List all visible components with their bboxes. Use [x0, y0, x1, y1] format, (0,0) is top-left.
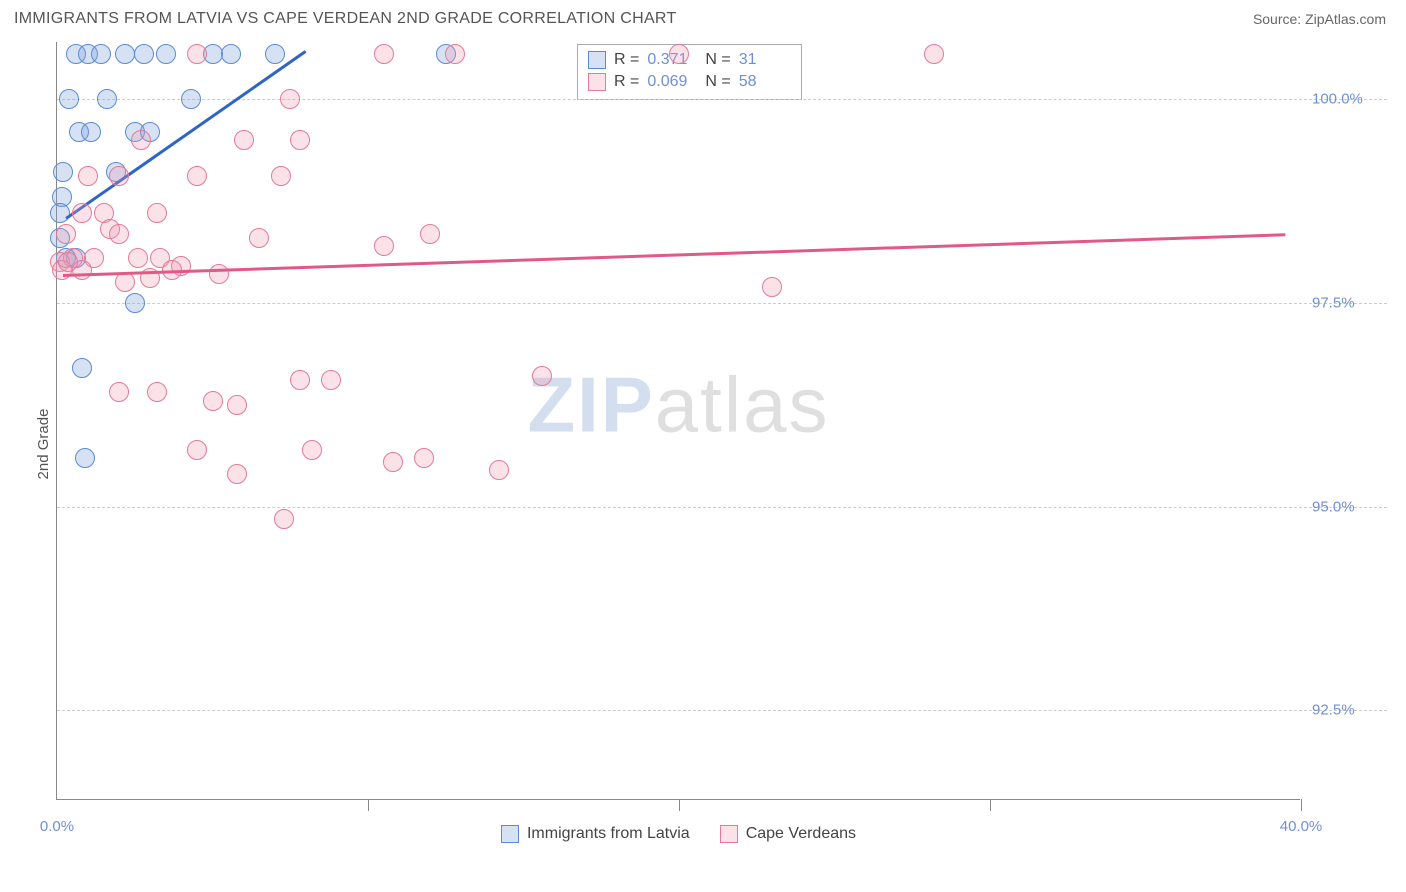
scatter-point — [669, 44, 689, 64]
x-tick — [990, 799, 991, 811]
chart-header: IMMIGRANTS FROM LATVIA VS CAPE VERDEAN 2… — [0, 0, 1406, 34]
stat-r-value: 0.069 — [647, 71, 697, 93]
x-tick — [1301, 799, 1302, 811]
scatter-point — [59, 89, 79, 109]
scatter-point — [532, 366, 552, 386]
chart-source: Source: ZipAtlas.com — [1253, 11, 1386, 27]
scatter-point — [115, 272, 135, 292]
scatter-point — [78, 166, 98, 186]
legend-swatch — [588, 51, 606, 69]
y-gridline — [57, 710, 1387, 711]
scatter-point — [115, 44, 135, 64]
legend-swatch — [588, 73, 606, 91]
y-gridline — [57, 303, 1387, 304]
scatter-point — [221, 44, 241, 64]
scatter-point — [924, 44, 944, 64]
scatter-point — [109, 224, 129, 244]
scatter-point — [420, 224, 440, 244]
stat-n-value: 58 — [739, 71, 789, 93]
scatter-point — [97, 89, 117, 109]
trend-line — [63, 234, 1285, 277]
scatter-point — [81, 122, 101, 142]
scatter-point — [56, 224, 76, 244]
scatter-point — [147, 203, 167, 223]
scatter-point — [290, 130, 310, 150]
scatter-point — [91, 44, 111, 64]
scatter-point — [321, 370, 341, 390]
scatter-point — [280, 89, 300, 109]
scatter-point — [128, 248, 148, 268]
scatter-point — [445, 44, 465, 64]
stat-n-value: 31 — [739, 49, 789, 71]
stat-legend-row: R = 0.069 N = 58 — [588, 71, 789, 93]
y-gridline — [57, 507, 1387, 508]
x-tick — [679, 799, 680, 811]
scatter-point — [302, 440, 322, 460]
scatter-point — [234, 130, 254, 150]
scatter-point — [125, 293, 145, 313]
scatter-point — [489, 460, 509, 480]
stat-n-label: N = — [705, 49, 730, 71]
legend-swatch — [720, 825, 738, 843]
scatter-point — [290, 370, 310, 390]
y-gridline — [57, 99, 1387, 100]
scatter-point — [72, 358, 92, 378]
scatter-point — [187, 166, 207, 186]
y-tick-label: 95.0% — [1312, 498, 1382, 515]
scatter-point — [72, 203, 92, 223]
bottom-legend: Immigrants from Latvia Cape Verdeans — [57, 825, 1300, 843]
stat-r-label: R = — [614, 49, 639, 71]
trend-line — [66, 50, 307, 219]
scatter-point — [75, 448, 95, 468]
legend-swatch — [501, 825, 519, 843]
scatter-point — [109, 166, 129, 186]
watermark-part2: atlas — [655, 361, 830, 449]
x-tick-label: 0.0% — [40, 818, 74, 835]
scatter-point — [50, 203, 70, 223]
stat-legend: R =0.371N =31R =0.069N =58 — [577, 44, 802, 100]
scatter-point — [374, 236, 394, 256]
scatter-point — [383, 452, 403, 472]
stat-r-label: R = — [614, 71, 639, 93]
scatter-point — [156, 44, 176, 64]
scatter-point — [181, 89, 201, 109]
scatter-point — [203, 391, 223, 411]
scatter-point — [187, 44, 207, 64]
scatter-point — [209, 264, 229, 284]
bottom-legend-label: Immigrants from Latvia — [527, 825, 690, 843]
scatter-point — [227, 395, 247, 415]
scatter-point — [109, 382, 129, 402]
scatter-point — [134, 44, 154, 64]
scatter-point — [147, 382, 167, 402]
scatter-point — [187, 440, 207, 460]
scatter-point — [762, 277, 782, 297]
chart-wrap: 2nd Grade ZIPatlas R =0.371N =31R =0.069… — [0, 34, 1406, 854]
y-axis-label: 2nd Grade — [35, 409, 52, 480]
plot-area: ZIPatlas R =0.371N =31R =0.069N =58 Immi… — [56, 42, 1300, 800]
scatter-point — [374, 44, 394, 64]
scatter-point — [274, 509, 294, 529]
scatter-point — [131, 130, 151, 150]
scatter-point — [249, 228, 269, 248]
y-tick-label: 92.5% — [1312, 702, 1382, 719]
scatter-point — [58, 252, 78, 272]
y-tick-label: 100.0% — [1312, 91, 1382, 108]
bottom-legend-label: Cape Verdeans — [746, 825, 856, 843]
scatter-point — [53, 162, 73, 182]
x-tick-label: 40.0% — [1280, 818, 1323, 835]
x-tick — [368, 799, 369, 811]
watermark: ZIPatlas — [527, 360, 829, 451]
scatter-point — [265, 44, 285, 64]
stat-n-label: N = — [705, 71, 730, 93]
y-tick-label: 97.5% — [1312, 294, 1382, 311]
bottom-legend-item: Immigrants from Latvia — [501, 825, 690, 843]
chart-title: IMMIGRANTS FROM LATVIA VS CAPE VERDEAN 2… — [14, 10, 677, 28]
scatter-point — [414, 448, 434, 468]
scatter-point — [227, 464, 247, 484]
bottom-legend-item: Cape Verdeans — [720, 825, 856, 843]
scatter-point — [271, 166, 291, 186]
